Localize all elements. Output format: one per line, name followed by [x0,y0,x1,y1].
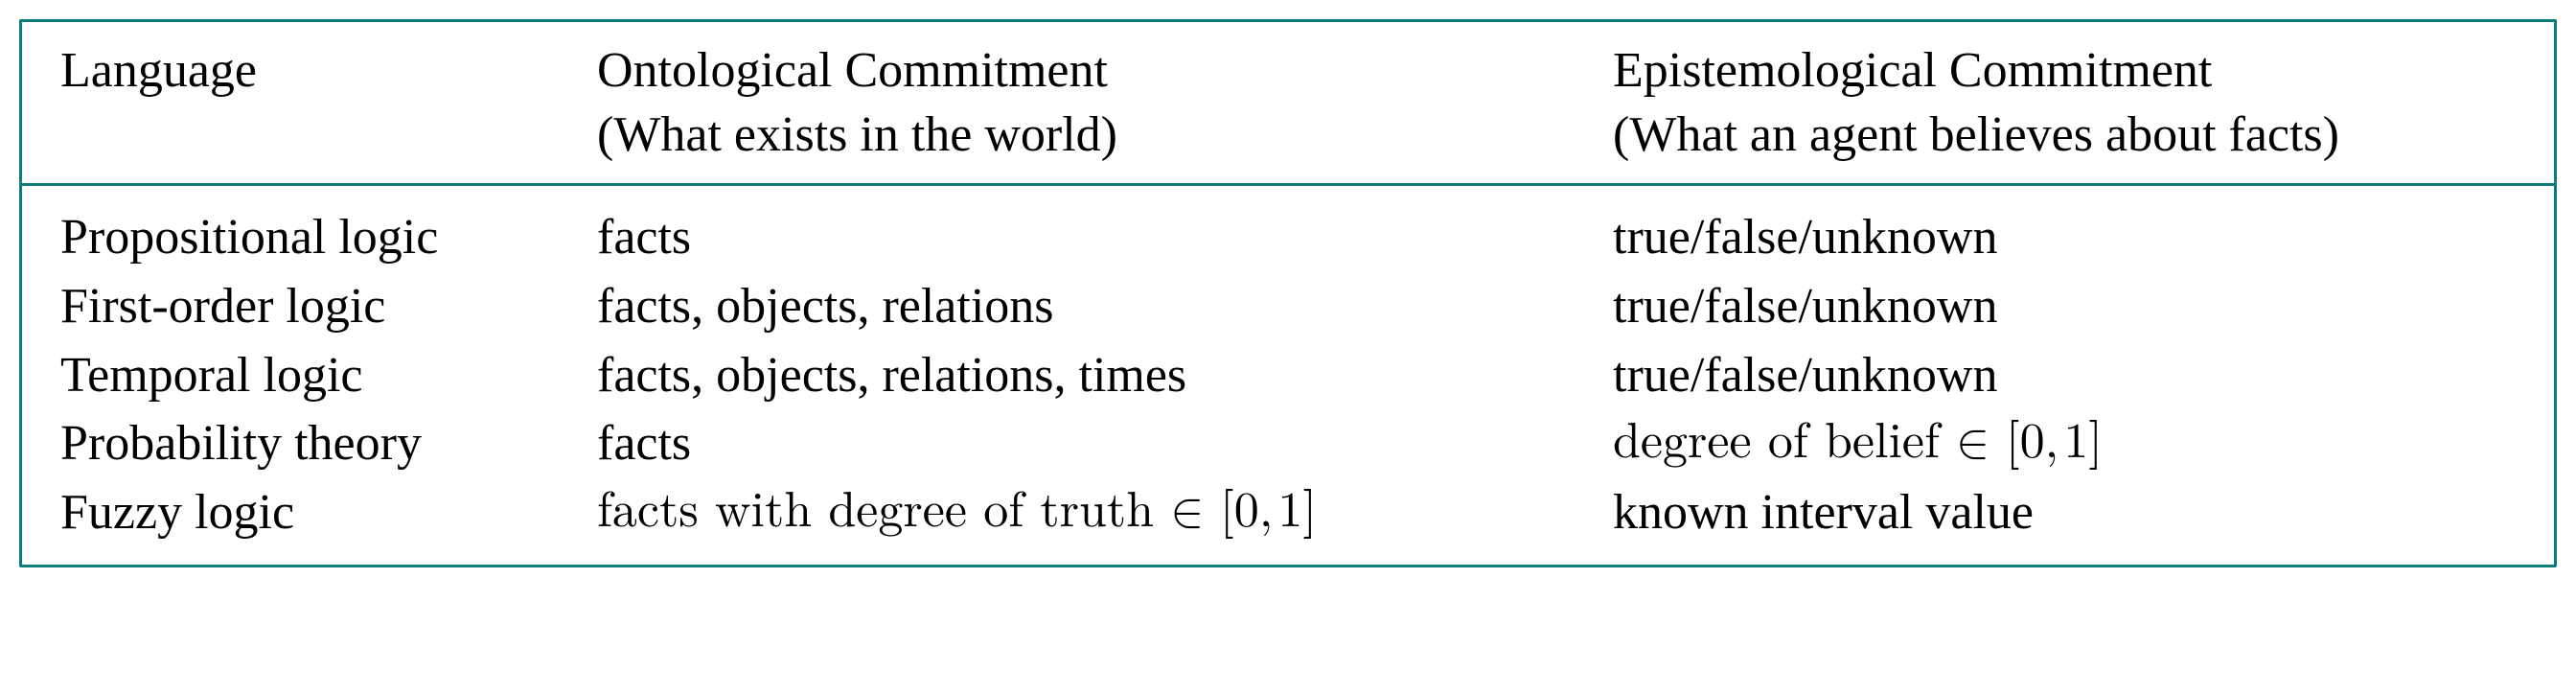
logic-languages-table: Language Ontological Commitment (What ex… [19,19,2557,567]
table-row: Propositional logic facts true/false/unk… [60,203,2516,272]
cell-ontological: facts, objects, relations, times [597,348,1186,403]
header-ontological: Ontological Commitment [597,43,1108,98]
cell-language: Temporal logic [60,348,362,403]
header-epistemological-sub: (What an agent believes about facts) [1613,104,2516,166]
cell-epistemological: known interval value [1613,485,2034,540]
header-language: Language [60,43,257,98]
cell-language: Propositional logic [60,210,438,265]
cell-epistemological: true/false/unknown [1613,279,1997,334]
cell-ontological: facts with degree of truth ∈ [0, 1] [597,487,1317,537]
cell-ontological: facts, objects, relations [597,279,1054,334]
cell-language: Probability theory [60,416,422,471]
table-row: Fuzzy logic facts with degree of truth ∈… [60,478,2516,547]
cell-ontological: facts [597,210,691,265]
cell-epistemological: true/false/unknown [1613,210,1997,265]
table-row: First-order logic facts, objects, relati… [60,272,2516,341]
cell-language: Fuzzy logic [60,485,294,540]
cell-epistemological: degree of belief ∈ [0, 1] [1613,418,2103,468]
table-header: Language Ontological Commitment (What ex… [22,22,2554,186]
cell-epistemological: true/false/unknown [1613,348,1997,403]
cell-ontological: facts [597,416,691,471]
table-row: Temporal logic facts, objects, relations… [60,341,2516,410]
header-epistemological: Epistemological Commitment [1613,43,2212,98]
table-body: Propositional logic facts true/false/unk… [22,186,2554,565]
cell-language: First-order logic [60,279,385,334]
header-ontological-sub: (What exists in the world) [597,104,1613,166]
table-row: Probability theory facts degree of belie… [60,409,2516,478]
